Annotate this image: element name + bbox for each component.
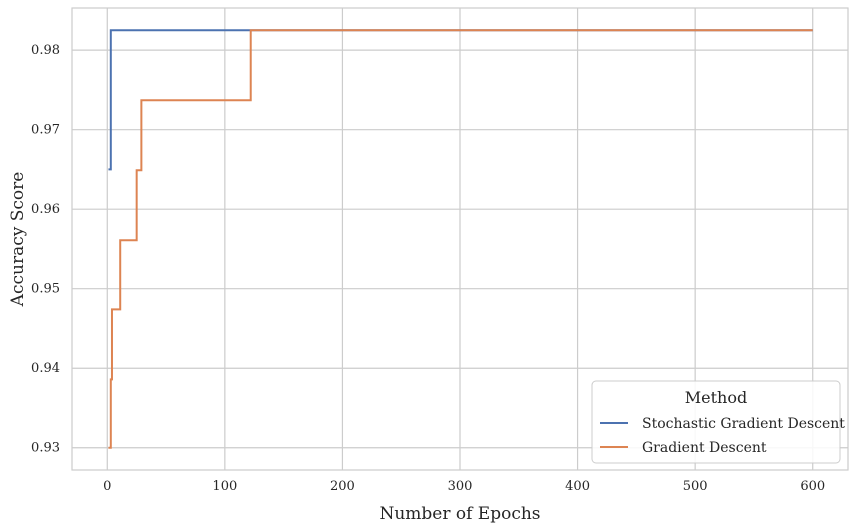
plot-frame	[71, 7, 849, 471]
y-tick-label: 0.93	[31, 441, 60, 456]
series-layer	[108, 29, 813, 449]
x-tick-label: 600	[800, 479, 825, 494]
x-tick-label: 200	[330, 479, 355, 494]
x-tick-label: 400	[565, 479, 590, 494]
legend-label-sgd: Stochastic Gradient Descent	[642, 416, 845, 432]
legend: Method Stochastic Gradient Descent Gradi…	[591, 380, 845, 464]
x-tick-label: 100	[212, 479, 237, 494]
grid	[72, 8, 848, 470]
y-axis-title: Accuracy Score	[8, 172, 28, 308]
y-tick-label: 0.94	[31, 361, 60, 376]
x-axis-ticks: 0 100 200 300 400 500 600	[103, 479, 825, 494]
y-axis-ticks: 0.93 0.94 0.95 0.96 0.97 0.98	[31, 43, 60, 456]
x-tick-label: 300	[448, 479, 473, 494]
y-tick-label: 0.98	[31, 43, 60, 58]
series-line-gd	[108, 29, 813, 449]
legend-box	[591, 380, 841, 464]
x-axis-title: Number of Epochs	[379, 504, 540, 524]
x-tick-label: 0	[103, 479, 111, 494]
legend-title: Method	[685, 388, 747, 407]
y-tick-label: 0.95	[31, 282, 60, 297]
y-tick-label: 0.96	[31, 202, 60, 217]
y-tick-label: 0.97	[31, 123, 60, 138]
x-tick-label: 500	[683, 479, 708, 494]
legend-label-gd: Gradient Descent	[642, 440, 767, 456]
